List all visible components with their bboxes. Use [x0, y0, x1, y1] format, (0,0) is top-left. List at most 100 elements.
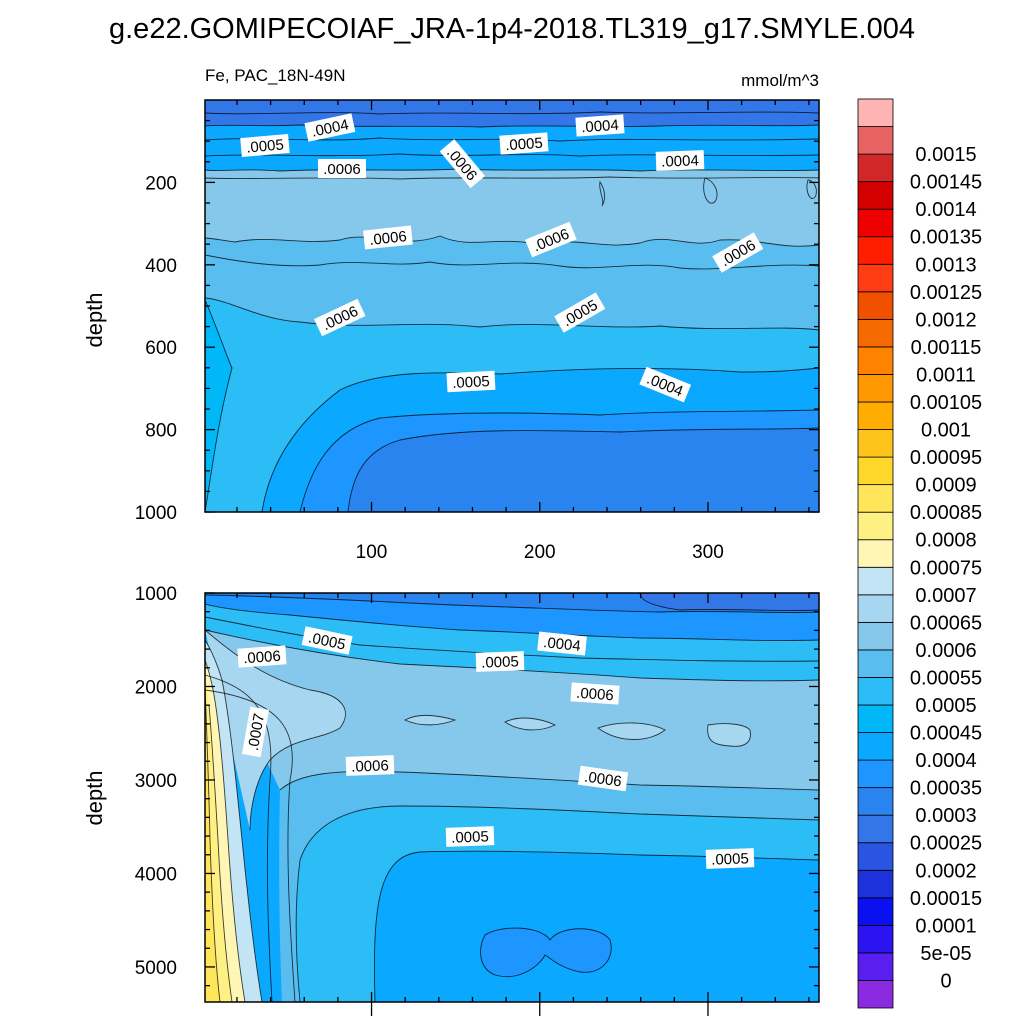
colorbar-level-label: 0.0008 — [915, 530, 976, 552]
colorbar-level-label: 0.00025 — [910, 833, 982, 855]
bottom-y-tick-labels: 1000 2000 3000 4000 5000 — [135, 584, 177, 979]
top-contour-label-bg — [314, 298, 366, 337]
bottom-contour-label: .0006 — [570, 682, 620, 705]
contour-top-h — [205, 254, 819, 270]
top-contour-label: .0005 — [446, 370, 496, 393]
bottom-contour-label-text: .0006 — [243, 648, 282, 668]
fill-top-3 — [205, 169, 819, 247]
contour-bot-t — [205, 674, 273, 1002]
top-y-tick-label: 800 — [145, 421, 177, 442]
fill-top-9 — [205, 300, 232, 512]
colorbar-level-label: 0.00105 — [910, 392, 982, 414]
bottom-contour-labels: .0005 .0004 .0006 .0005 .0006 .0007 .0006 .0006… — [237, 626, 755, 869]
top-x-tick-labels: 100 200 300 — [356, 542, 724, 563]
colorbar-level-label: 0.00125 — [910, 282, 982, 304]
fill-bot-8 — [296, 806, 819, 1002]
bottom-contour-label: .0007 — [241, 706, 270, 758]
bottom-tick-marks — [205, 592, 819, 1016]
colorbar-box — [857, 511, 894, 541]
contour-top-i — [205, 297, 819, 331]
top-contour-label-bg — [712, 232, 764, 273]
bottom-contour-label-text: .0007 — [245, 712, 268, 752]
colorbar-level-label: 0.0011 — [916, 364, 976, 386]
top-contour-label-text: .0005 — [246, 136, 285, 156]
fill-bot-11 — [505, 718, 555, 730]
colorbar-box — [857, 980, 894, 1009]
colorbar-box — [857, 484, 894, 513]
top-contour-label-bg — [525, 221, 577, 258]
contour-top-k — [261, 367, 819, 512]
top-contour-label-text: .0004 — [661, 152, 699, 170]
colorbar-box — [857, 263, 894, 293]
fill-bot-3 — [205, 595, 819, 641]
colorbar-level-label: 0.00055 — [910, 667, 982, 689]
bottom-contour-label-text: .0005 — [711, 850, 749, 868]
bottom-contour-label-text: .0005 — [451, 828, 489, 846]
contour-bot-g — [279, 770, 819, 791]
bottom-contour-label-bg — [237, 645, 287, 668]
colorbar-box — [857, 539, 894, 568]
bottom-plot-frame — [204, 592, 820, 1003]
colorbar-box — [857, 924, 894, 954]
colorbar-level-label: 0.00085 — [910, 502, 982, 524]
bottom-contour-label: .0004 — [537, 631, 587, 656]
colorbar-level-label: 0.00115 — [911, 337, 982, 359]
bottom-y-tick-label: 1000 — [135, 584, 177, 605]
contour-top-a — [205, 111, 819, 115]
bottom-contour-label: .0006 — [577, 765, 629, 792]
colorbar-box — [857, 318, 894, 348]
contour-top-g — [205, 235, 819, 247]
bottom-contour-label-bg — [345, 755, 395, 776]
contour-bot-b — [639, 593, 819, 612]
fill-bot-12 — [598, 722, 665, 740]
contour-top-c — [205, 137, 819, 142]
colorbar-box — [857, 897, 894, 926]
contour-bot-c — [205, 603, 819, 642]
colorbar-box — [857, 401, 894, 430]
colorbar-box — [857, 374, 894, 403]
colorbar-level-label: 0.0003 — [915, 805, 976, 827]
bottom-contour-label-bg — [241, 706, 270, 758]
colorbar-level-label: 0.0015 — [915, 144, 976, 166]
top-y-tick-label: 200 — [145, 173, 177, 194]
fill-bot-13 — [707, 723, 751, 747]
top-y-tick-label: 1000 — [135, 503, 177, 524]
contour-top-f — [205, 176, 819, 180]
bottom-contour-label: .0006 — [345, 755, 395, 776]
top-y-tick-label: 400 — [145, 256, 177, 277]
contour-bot-r — [205, 684, 221, 1002]
top-contour-label-bg — [439, 139, 486, 189]
fill-bot-17 — [205, 685, 220, 1002]
bottom-contour-label-bg — [301, 626, 353, 655]
contour-bot-m — [597, 722, 666, 740]
top-contour-label: .0005 — [499, 132, 549, 155]
colorbar-level-label: 0.0004 — [915, 750, 976, 772]
colorbar-level-label: 0.00075 — [910, 557, 982, 579]
colorbar-box — [857, 842, 894, 871]
top-contour-label-bg — [446, 370, 496, 393]
bottom-y-tick-label: 2000 — [135, 677, 177, 698]
top-y-tick-label: 600 — [145, 338, 177, 359]
colorbar-level-label: 0.00095 — [910, 447, 982, 469]
top-contour-label: .0005 — [240, 133, 290, 158]
panel-units: mmol/m^3 — [741, 71, 819, 90]
colorbar-level-label: 0.0013 — [915, 254, 976, 276]
colorbar-box — [857, 153, 894, 183]
colorbar-level-label: 0.0012 — [915, 309, 976, 331]
bottom-contour-label-bg — [475, 651, 525, 672]
top-contour-label: .0006 — [363, 225, 413, 250]
colorbar-box — [857, 291, 894, 320]
top-contour-label-bg — [554, 292, 606, 333]
bottom-contour-label-bg — [445, 826, 495, 847]
contour-bot-a — [205, 594, 819, 614]
bottom-panel: .0005 .0004 .0006 .0005 .0006 .0007 .0006 .0006… — [82, 584, 820, 1016]
colorbar-box — [857, 677, 894, 706]
colorbar-level-label: 0.00045 — [910, 723, 982, 745]
colorbar-box — [857, 429, 894, 458]
bottom-contour-label-text: .0006 — [351, 757, 389, 775]
contour-top-n — [599, 180, 606, 207]
fill-bot-9 — [480, 928, 612, 977]
contour-bot-o — [205, 639, 263, 1002]
bottom-y-tick-label: 4000 — [135, 864, 177, 885]
